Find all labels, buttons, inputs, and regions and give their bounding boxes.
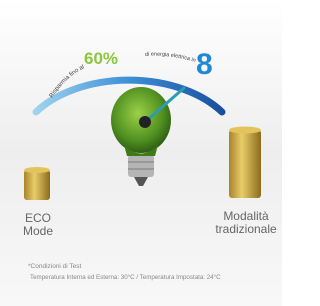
infographic: Risparmia fino al 60% di energia elettri… [0, 0, 282, 306]
label-line: tradizionale [215, 222, 277, 236]
label-line: ECO [25, 211, 51, 225]
coin-top [229, 127, 261, 134]
needle-hub [139, 116, 151, 128]
label-line: Mode [23, 224, 53, 238]
gauge-percent: 60% [84, 49, 118, 68]
page: Risparmia fino al 60% di energia elettri… [0, 0, 320, 306]
coin-top [24, 167, 50, 173]
footnote-text: Temperatura Interna ed Esterna: 30°C / T… [30, 274, 221, 281]
coin-stack [24, 170, 50, 200]
gauge-number: 8 [196, 48, 213, 81]
footnote-title: *Condizioni di Test [28, 263, 82, 270]
bulb-base [128, 155, 154, 177]
coin-stack [229, 130, 261, 198]
coins-traditional [229, 127, 261, 199]
label-line: Modalità [223, 209, 269, 223]
coins-eco [24, 167, 50, 200]
